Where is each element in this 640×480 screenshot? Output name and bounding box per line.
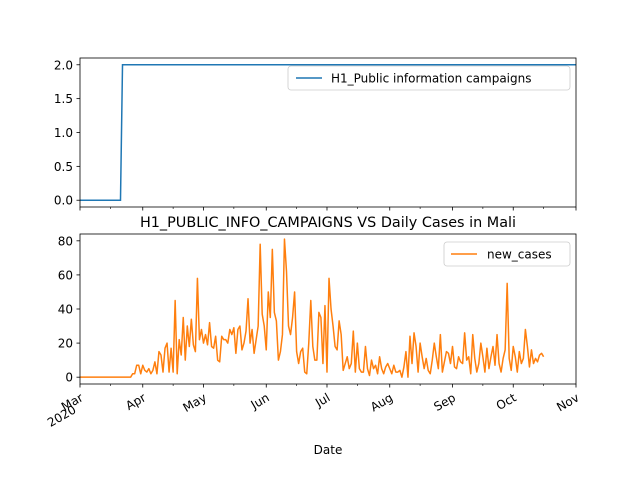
bottom-y-tick-label: 0 [65,371,73,385]
top-y-axis: 0.0 0.5 1.0 1.5 2.0 [54,58,80,208]
bottom-legend-box [443,241,571,267]
bottom-panel: H1_PUBLIC_INFO_CAMPAIGNS VS Daily Cases … [45,215,581,457]
top-legend-label: H1_Public information campaigns [331,72,531,86]
bottom-series-group [80,238,545,378]
bottom-y-tick-label: 80 [58,234,73,248]
bottom-plot-frame [79,233,577,385]
bottom-y-tick-label: 60 [58,268,73,282]
top-y-tick-label: 1.0 [54,126,73,140]
top-y-tick-label: 0.0 [54,194,73,208]
x-tick-label: Jul [312,390,332,410]
top-series-line [80,64,576,201]
top-y-tick-label: 1.5 [54,92,73,106]
bottom-series-line [80,238,545,378]
top-y-tick-label: 2.0 [54,58,73,72]
bottom-y-axis: 0 20 40 60 80 [58,234,80,385]
top-series-group [80,64,576,201]
top-y-tick-label: 0.5 [54,160,73,174]
bottom-legend: new_cases [443,241,571,267]
top-legend-box [287,65,571,91]
bottom-y-tick-label: 20 [58,337,73,351]
chart-title: H1_PUBLIC_INFO_CAMPAIGNS VS Daily Cases … [140,215,516,231]
bottom-y-tick-label: 40 [58,303,73,317]
x-axis-label: Date [314,443,343,457]
top-legend: H1_Public information campaigns [287,65,571,91]
top-plot-frame [79,57,577,208]
bottom-legend-label: new_cases [487,248,552,262]
top-panel: 0.0 0.5 1.0 1.5 2.0 H1_Public information ca… [54,57,577,211]
